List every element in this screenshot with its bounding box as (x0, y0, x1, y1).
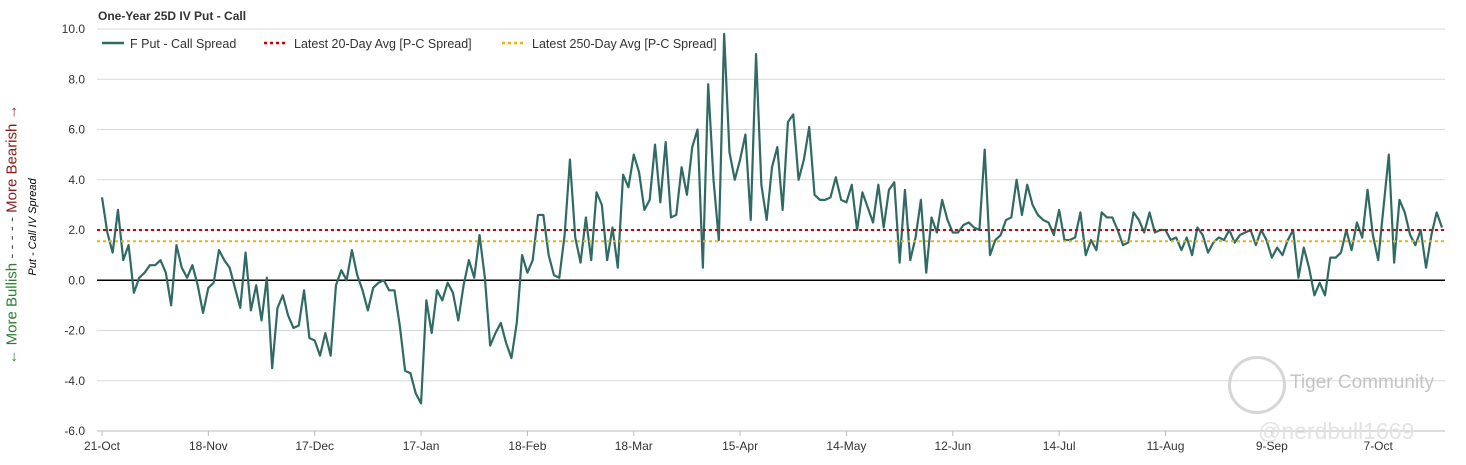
y-axis-title: Put - Call IV Spread (27, 178, 39, 276)
x-tick-label: 7-Oct (1364, 439, 1394, 453)
x-tick-label: 21-Oct (84, 439, 121, 453)
y-tick-label: 8.0 (68, 72, 85, 86)
y-axis: 10.0 8.0 6.0 4.0 2.0 0.0 -2.0 -4.0 -6.0 (62, 22, 86, 438)
y-tick-label: -4.0 (64, 374, 85, 388)
y-tick-label: 10.0 (62, 22, 86, 36)
y-tick-label: 6.0 (68, 123, 85, 137)
sentiment-axis-label: ← More Bullish - - - - - More Bearish → (4, 55, 21, 415)
separator-label: - - - - - (3, 217, 21, 259)
spread-line (100, 32, 1444, 405)
legend[interactable]: F Put - Call Spread Latest 20-Day Avg [P… (102, 37, 717, 51)
x-tick-label: 15-Apr (722, 439, 758, 453)
x-tick-label: 18-Feb (508, 439, 546, 453)
tiger-logo-icon (1228, 356, 1286, 414)
chart-title: One-Year 25D IV Put - Call (98, 9, 246, 23)
x-tick-label: 14-Jul (1043, 439, 1076, 453)
watermark-user: @nerdbull1669 (1258, 418, 1415, 444)
x-tick-label: 14-May (826, 439, 866, 453)
x-tick-label: 18-Nov (189, 439, 228, 453)
y-tick-label: 0.0 (68, 273, 85, 287)
x-tick-label: 17-Dec (295, 439, 334, 453)
legend-item-avg250[interactable]: Latest 250-Day Avg [P-C Spread] (502, 37, 717, 51)
x-tick-label: 12-Jun (934, 439, 971, 453)
bullish-label: ← More Bullish (3, 262, 21, 365)
series-layer (97, 32, 1445, 405)
x-tick-label: 18-Mar (615, 439, 653, 453)
x-tick-label: 11-Aug (1147, 439, 1185, 453)
legend-item-avg20[interactable]: Latest 20-Day Avg [P-C Spread] (264, 37, 472, 51)
legend-label-spread: F Put - Call Spread (130, 37, 236, 51)
x-axis: 21-Oct 18-Nov 17-Dec 17-Jan 18-Feb 18-Mar 15-A… (84, 430, 1445, 453)
legend-label-avg20: Latest 20-Day Avg [P-C Spread] (294, 37, 472, 51)
y-tick-label: 2.0 (68, 223, 85, 237)
x-tick-label: 17-Jan (403, 439, 440, 453)
bearish-label: More Bearish → (3, 104, 21, 213)
y-tick-label: -2.0 (64, 324, 85, 338)
legend-label-avg250: Latest 250-Day Avg [P-C Spread] (532, 37, 717, 51)
watermark-community: Tiger Community (1290, 372, 1434, 393)
legend-item-spread[interactable]: F Put - Call Spread (102, 37, 236, 51)
x-tick-label: 9-Sep (1256, 439, 1288, 453)
y-tick-label: -6.0 (64, 424, 85, 438)
y-tick-label: 4.0 (68, 173, 85, 187)
